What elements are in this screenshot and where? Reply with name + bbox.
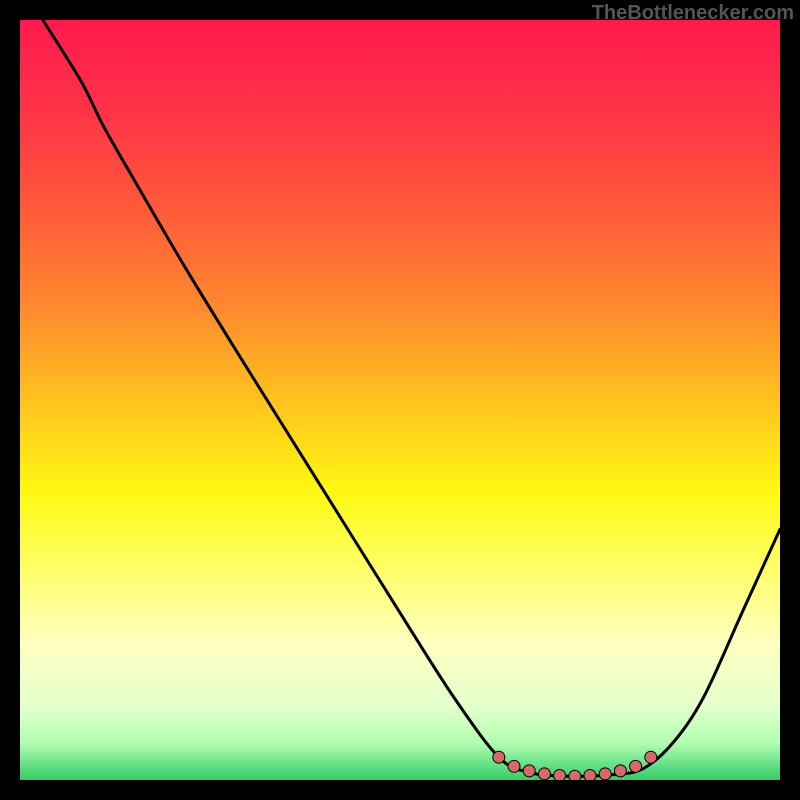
marker-dot [538, 768, 550, 780]
chart-container [20, 20, 780, 780]
marker-dot [493, 751, 505, 763]
marker-dot [554, 769, 566, 780]
watermark-text: TheBottlenecker.com [592, 2, 794, 25]
marker-dot [569, 770, 581, 780]
marker-dot [630, 760, 642, 772]
chart-background [20, 20, 780, 780]
marker-dot [599, 768, 611, 780]
marker-dot [584, 769, 596, 780]
bottleneck-chart [20, 20, 780, 780]
marker-dot [645, 751, 657, 763]
marker-dot [614, 765, 626, 777]
marker-dot [523, 765, 535, 777]
marker-dot [508, 760, 520, 772]
